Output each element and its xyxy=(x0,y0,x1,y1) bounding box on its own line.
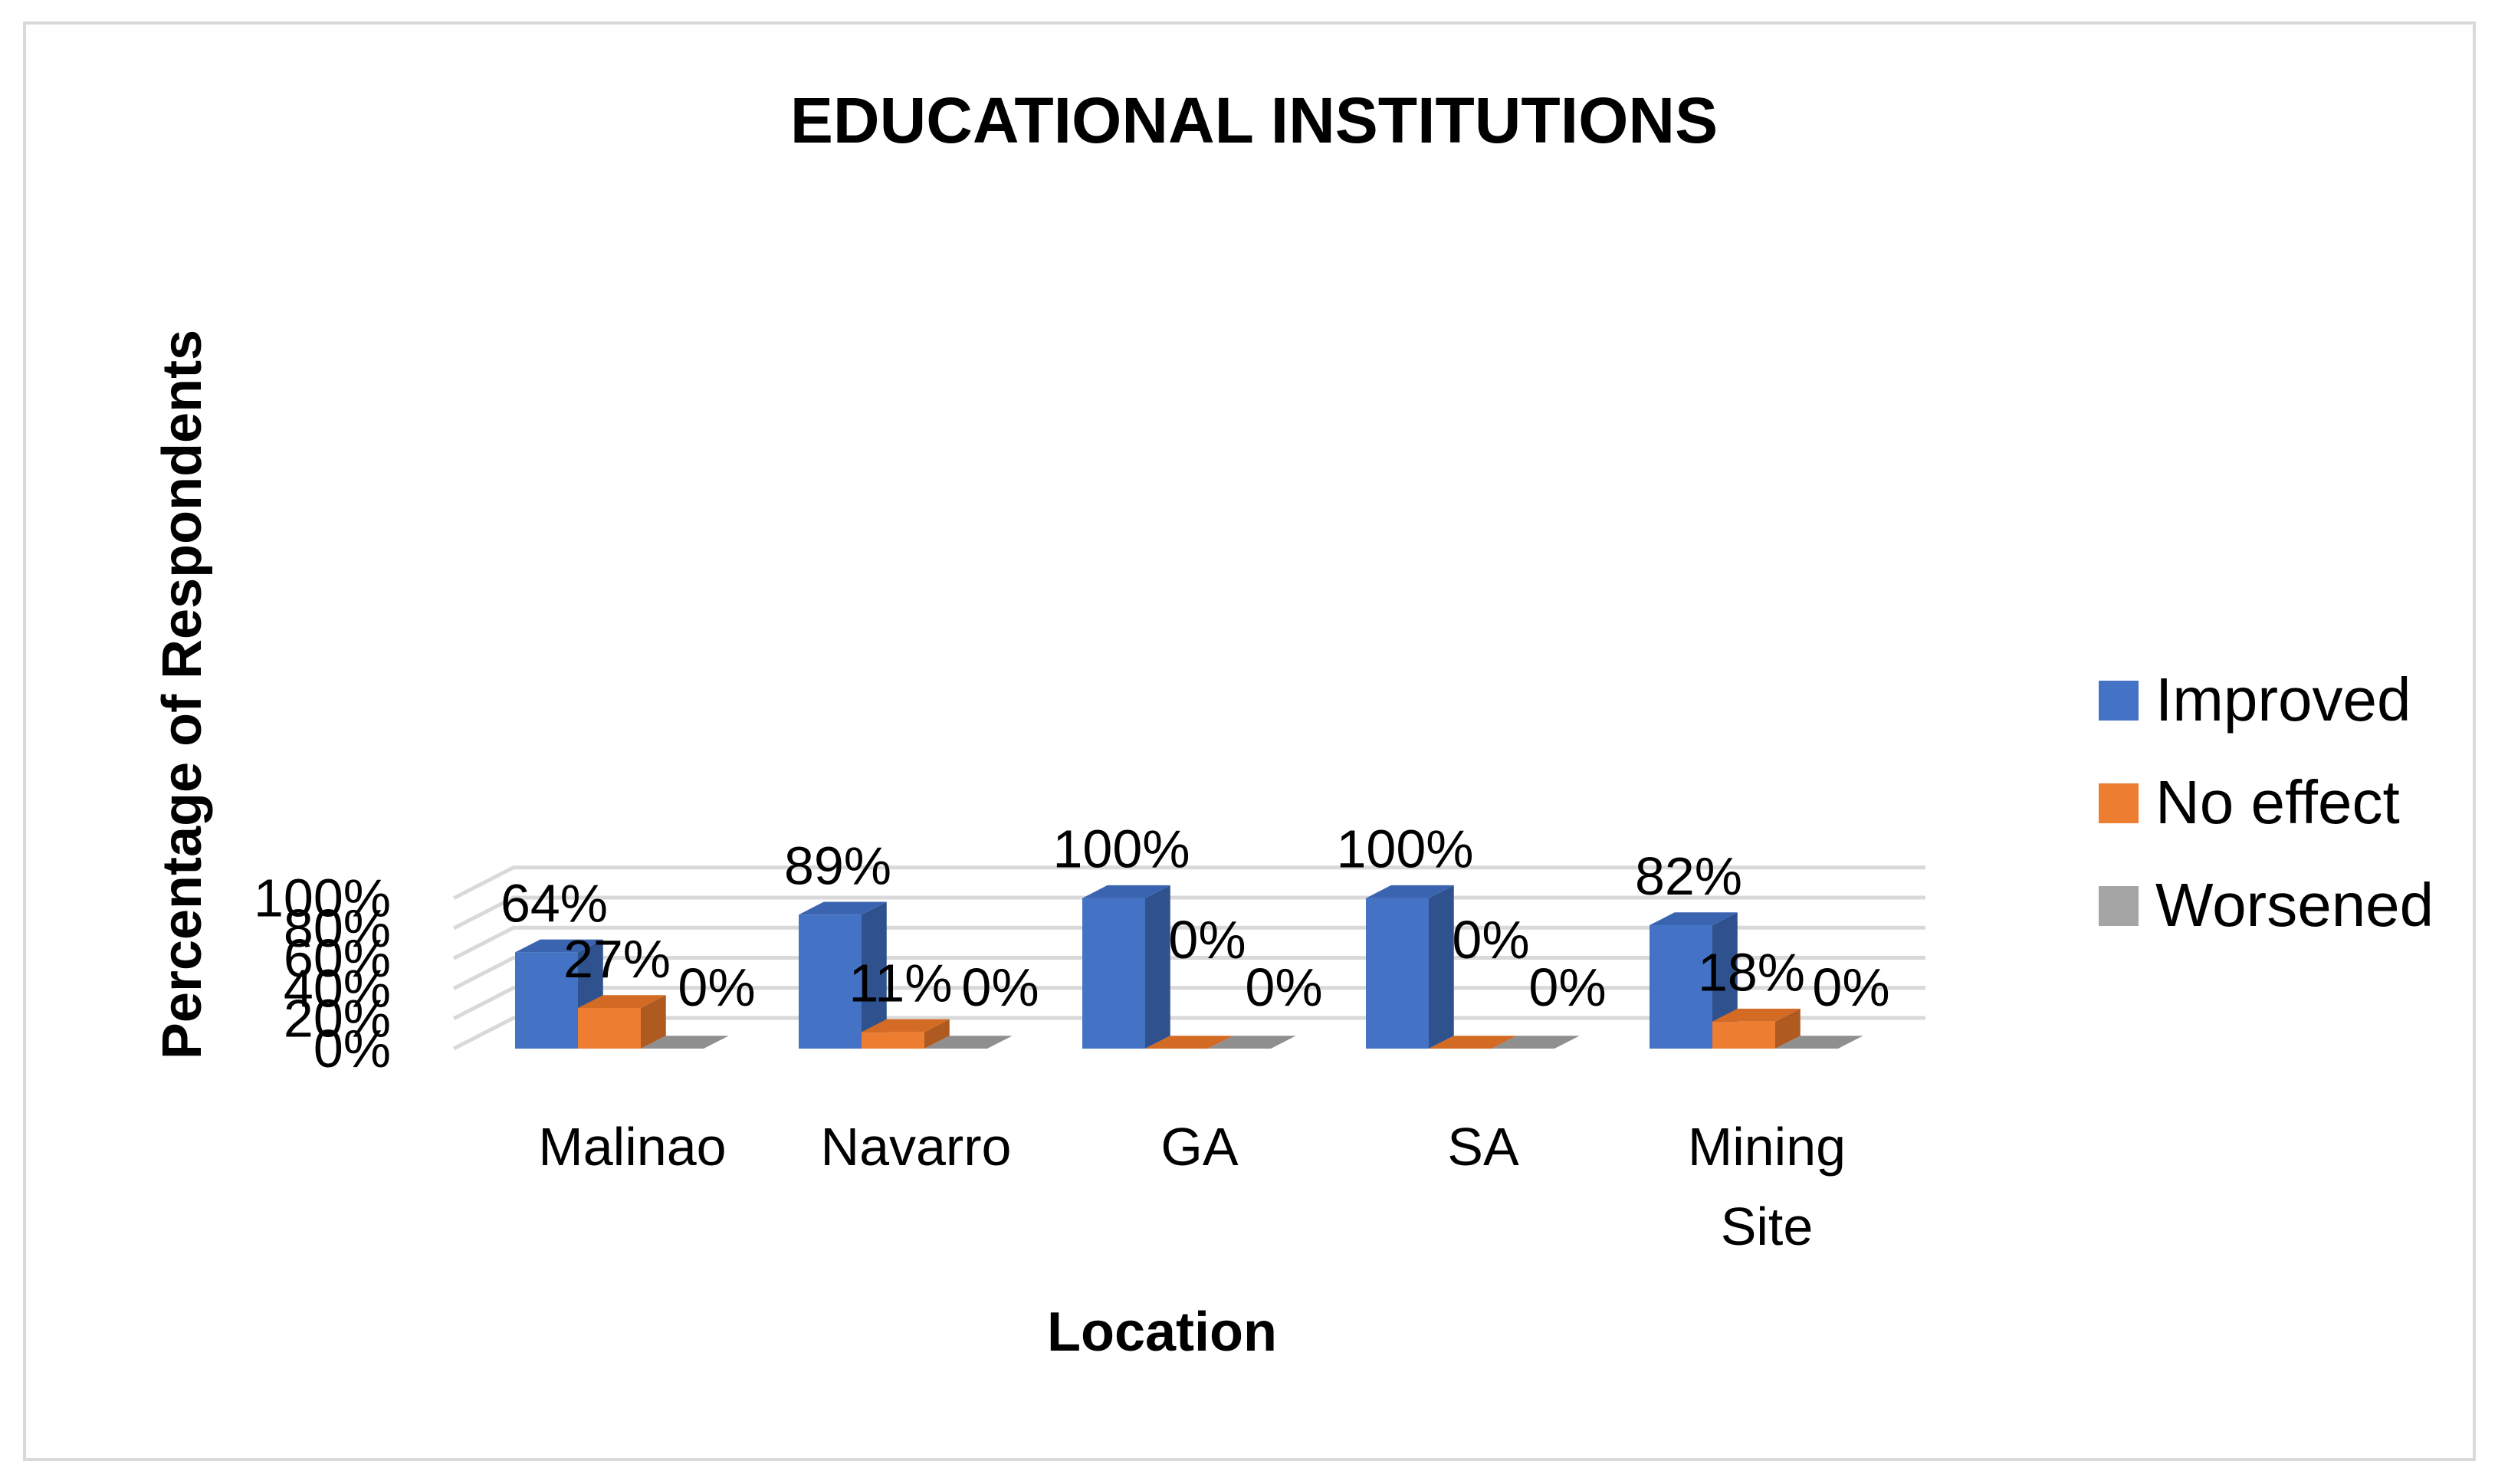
bar xyxy=(1492,1036,1580,1049)
y-tick-label: 40% xyxy=(284,958,391,1018)
bar xyxy=(1429,1036,1517,1049)
data-label: 0% xyxy=(1245,957,1322,1017)
data-label: 0% xyxy=(1528,957,1606,1017)
legend-swatch xyxy=(2099,783,2139,823)
y-tick-label: 100% xyxy=(254,868,391,928)
y-tick-label: 20% xyxy=(284,989,391,1049)
bar xyxy=(578,995,666,1049)
bar xyxy=(1145,1036,1233,1049)
gridline xyxy=(452,925,1925,960)
data-labels: 64%89% 100% 100% 82%27% 11%0% 0%18%0% 0% 0% 0% 0% xyxy=(501,819,1890,1017)
x-tick-label: Site xyxy=(1721,1197,1814,1256)
data-label: 18% xyxy=(1698,943,1805,1003)
x-tick-label: Navarro xyxy=(821,1117,1012,1177)
data-label: 89% xyxy=(784,836,891,895)
x-tick-label: GA xyxy=(1160,1117,1238,1177)
x-tick-label: Mining xyxy=(1688,1117,1846,1177)
data-label: 11% xyxy=(849,953,953,1013)
bar xyxy=(641,1036,729,1049)
x-axis-title: Location xyxy=(1047,1302,1277,1363)
data-label: 100% xyxy=(1052,819,1190,879)
bar xyxy=(1082,885,1170,1049)
gridline xyxy=(452,986,1925,1020)
chart-title: EDUCATIONAL INSTITUTIONS xyxy=(790,84,1718,156)
data-label: 0% xyxy=(1452,910,1529,970)
legend-swatch xyxy=(2099,681,2139,721)
legend-swatch xyxy=(2099,886,2139,926)
data-label: 27% xyxy=(563,929,671,989)
legend-label: Worsened xyxy=(2155,871,2434,939)
gridline xyxy=(452,865,1925,900)
x-tick-label: SA xyxy=(1447,1117,1519,1177)
axis-labels: 0%20%40%60%80%100%Malinao Navarro GA SA Mini… xyxy=(254,868,1846,1256)
data-label: 82% xyxy=(1635,846,1742,906)
chart-frame xyxy=(23,21,2476,1461)
bar xyxy=(862,1019,950,1049)
y-axis-title: Percentage of Respondents xyxy=(152,330,213,1059)
bars xyxy=(515,885,1863,1049)
gridline xyxy=(452,895,1925,931)
gridline xyxy=(452,955,1925,990)
gridlines xyxy=(452,865,1925,1051)
data-label: 64% xyxy=(501,873,608,933)
gridline xyxy=(452,1016,1925,1051)
y-tick-label: 60% xyxy=(284,928,391,988)
x-tick-label: Malinao xyxy=(538,1117,726,1177)
data-label: 100% xyxy=(1336,819,1473,879)
data-label: 0% xyxy=(1812,957,1889,1017)
bar xyxy=(1775,1036,1863,1049)
bar xyxy=(1208,1036,1296,1049)
y-tick-label: 0% xyxy=(314,1019,391,1079)
bar xyxy=(1712,1008,1801,1049)
legend: Improved No effect Worsened xyxy=(2099,665,2434,939)
data-label: 0% xyxy=(1168,910,1246,970)
y-tick-label: 80% xyxy=(284,898,391,958)
data-label: 0% xyxy=(961,957,1039,1017)
bar xyxy=(1366,885,1454,1049)
bar xyxy=(799,901,887,1049)
legend-label: Improved xyxy=(2155,665,2411,734)
legend-label: No effect xyxy=(2155,768,2400,836)
bar xyxy=(924,1036,1013,1049)
data-label: 0% xyxy=(678,957,755,1017)
